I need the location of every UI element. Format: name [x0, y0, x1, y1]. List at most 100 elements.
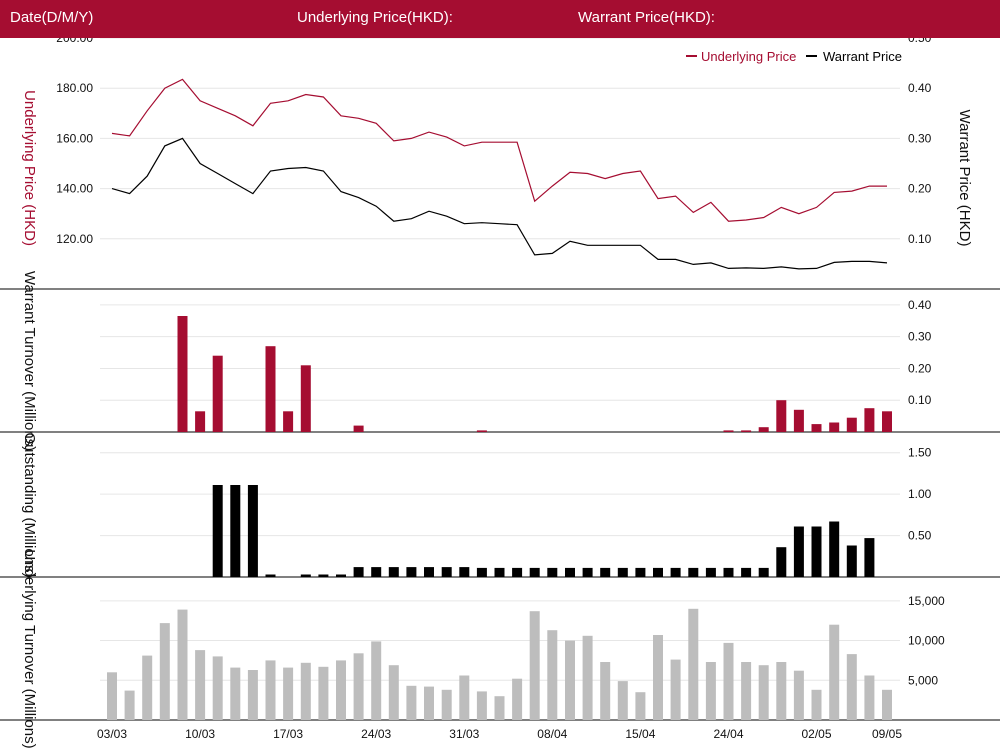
outstanding-bar: [565, 567, 575, 577]
outstanding-bar: [212, 485, 223, 577]
outstanding-bar: [529, 567, 540, 577]
y-right-tick-label: 15,000: [908, 594, 945, 608]
underlying-turnover-bar: [388, 665, 399, 720]
underlying-turnover-axis-title: Underlying Turnover (Millions): [21, 549, 38, 748]
outstanding-bar: [371, 567, 382, 577]
outstanding-bar: [336, 574, 346, 577]
y-right-tick-label: 0.40: [908, 298, 932, 312]
legend-warrant-label: Warrant Price: [823, 49, 902, 64]
y-right-tick-label: 0.30: [908, 131, 932, 145]
underlying-turnover-bar: [107, 672, 117, 720]
outstanding-bar: [600, 567, 611, 577]
underlying-turnover-bar: [829, 624, 840, 720]
outstanding-bar: [247, 485, 258, 577]
outstanding-bar: [829, 521, 840, 577]
underlying-turnover-bar: [864, 675, 875, 720]
warrant-turnover-bar: [776, 400, 787, 432]
underlying-turnover-bar: [811, 689, 822, 720]
outstanding-bar: [512, 567, 523, 577]
underlying-turnover-bar: [723, 642, 734, 720]
outstanding-bar: [688, 567, 699, 577]
underlying-turnover-bar: [159, 623, 170, 720]
warrant-turnover-bar: [353, 425, 364, 432]
underlying-turnover-bar: [371, 641, 382, 720]
y-left-tick-label: 140.00: [56, 182, 93, 196]
underlying-turnover-bar: [476, 691, 487, 720]
underlying-turnover-bar: [353, 653, 364, 720]
underlying-turnover-bar: [741, 662, 752, 720]
underlying-turnover-bar: [195, 650, 206, 720]
y-right-tick-label: 0.30: [908, 330, 932, 344]
underlying-turnover-bar: [124, 690, 135, 720]
outstanding-bar: [318, 574, 329, 577]
outstanding-bar: [441, 567, 452, 577]
warrant-turnover-bar: [476, 430, 487, 432]
y-right-axis-title: Warrant Price (HKD): [956, 110, 973, 247]
underlying-turnover-bar: [230, 667, 241, 720]
y-left-tick-label: 180.00: [56, 81, 93, 95]
warrant-turnover-bar: [829, 422, 840, 432]
underlying-turnover-bar: [283, 667, 294, 720]
warrant-turnover-bar: [212, 355, 223, 432]
y-right-tick-label: 10,000: [908, 634, 945, 648]
warrant-turnover-bar: [793, 409, 804, 432]
warrant-turnover-bar: [846, 417, 857, 432]
outstanding-axis-title: Outstanding (Millions): [21, 432, 38, 577]
underlying-price-label: Underlying Price(HKD):: [297, 9, 453, 26]
underlying-turnover-bar: [529, 611, 540, 720]
warrant-price-line: [111, 137, 888, 270]
outstanding-bar: [635, 567, 646, 577]
underlying-turnover-bar: [670, 659, 681, 720]
underlying-turnover-bar: [318, 666, 329, 720]
y-right-tick-label: 1.00: [908, 487, 932, 501]
x-tick-label: 17/03: [273, 727, 303, 741]
outstanding-bar: [476, 567, 487, 577]
outstanding-bar: [582, 567, 593, 577]
underlying-turnover-bar: [212, 656, 223, 720]
underlying-turnover-bar: [494, 696, 505, 720]
warrant-turnover-bar: [300, 365, 311, 432]
y-left-tick-label: 120.00: [56, 232, 93, 246]
x-tick-label: 31/03: [449, 727, 479, 741]
y-right-tick-label: 0.20: [908, 361, 932, 375]
y-right-tick-label: 0.50: [908, 529, 932, 543]
outstanding-bar: [653, 567, 663, 577]
outstanding-bar: [494, 567, 505, 577]
outstanding-bar: [741, 567, 752, 577]
outstanding-bar: [353, 567, 364, 577]
warrant-turnover-bar: [283, 411, 294, 432]
underlying-turnover-bar: [617, 681, 628, 720]
underlying-turnover-bar: [441, 689, 452, 720]
warrant-turnover-bar: [758, 427, 769, 432]
y-right-tick-label: 0.20: [908, 182, 932, 196]
outstanding-bar: [388, 567, 399, 577]
underlying-price-line: [111, 78, 887, 222]
y-right-tick-label: 1.50: [908, 446, 932, 460]
outstanding-bar: [300, 574, 311, 577]
y-left-tick-label: 200.00: [56, 38, 93, 45]
underlying-turnover-bar: [177, 609, 188, 720]
x-tick-label: 02/05: [801, 727, 831, 741]
x-tick-label: 03/03: [97, 727, 127, 741]
underlying-turnover-bar: [793, 670, 804, 720]
underlying-turnover-bar: [582, 635, 593, 720]
outstanding-bar: [670, 567, 681, 577]
outstanding-bar: [617, 567, 628, 577]
outstanding-bar: [547, 567, 558, 577]
underlying-turnover-bar: [300, 662, 311, 720]
y-right-tick-label: 0.50: [908, 38, 932, 45]
underlying-turnover-bar: [776, 662, 787, 720]
underlying-turnover-bar: [688, 608, 699, 720]
outstanding-bar: [406, 567, 417, 577]
outstanding-bar: [265, 574, 276, 577]
outstanding-bar: [424, 567, 434, 577]
outstanding-bar: [459, 567, 470, 577]
underlying-turnover-bar: [512, 678, 523, 720]
underlying-turnover-bar: [846, 654, 857, 720]
y-left-axis-title: Underlying Price (HKD): [21, 90, 38, 246]
underlying-turnover-bar: [265, 660, 276, 720]
outstanding-bar: [758, 567, 769, 577]
legend: Underlying Price Warrant Price: [686, 49, 902, 64]
underlying-turnover-bar: [565, 640, 575, 720]
warrant-turnover-bar: [723, 430, 734, 432]
